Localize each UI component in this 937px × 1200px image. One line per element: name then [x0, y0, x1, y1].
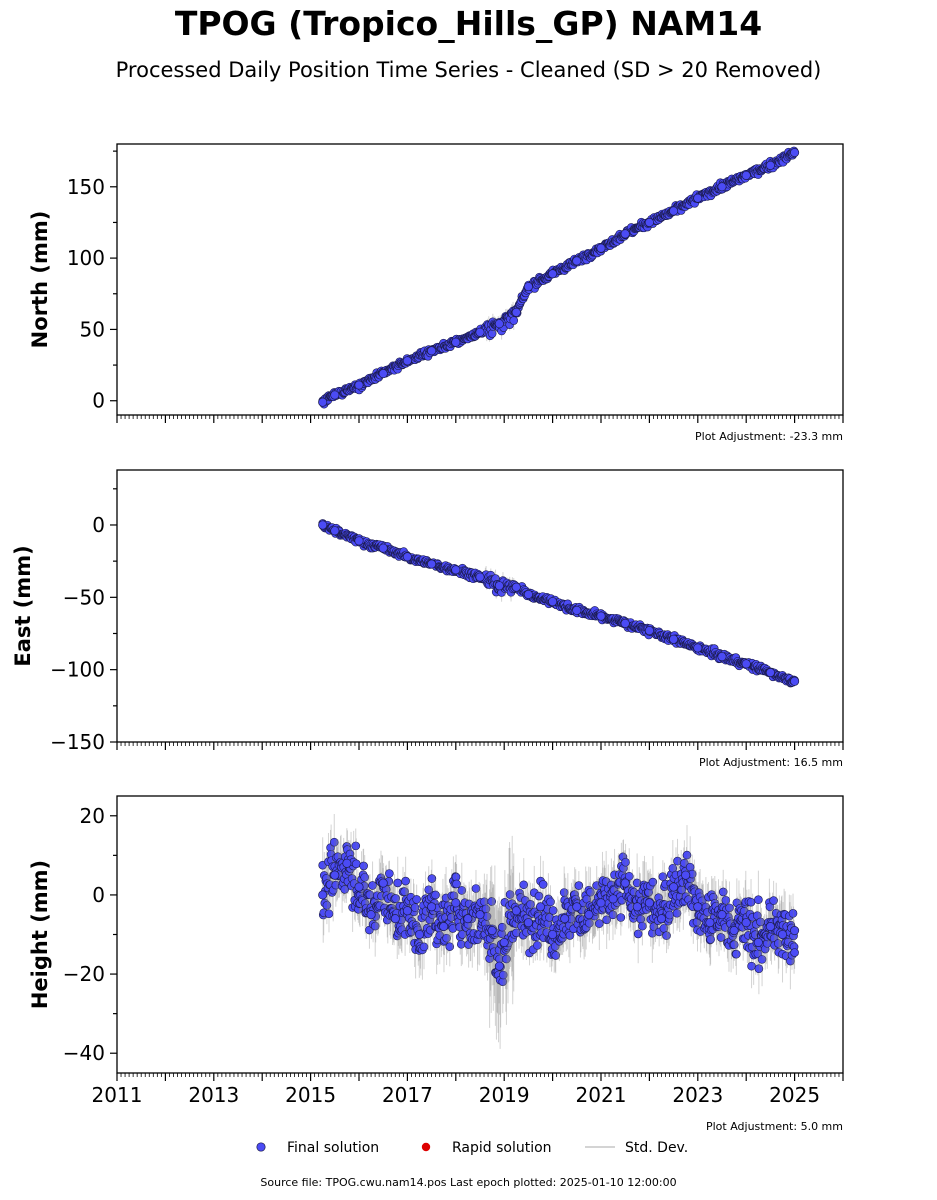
chart-subtitle: Processed Daily Position Time Series - C…: [115, 58, 822, 82]
north-y-tick-label: 150: [67, 175, 105, 199]
north-panel: 0 50 100 150 North (mm) Plot Adjustment: -23.…: [28, 143, 844, 443]
height-data-point: [324, 909, 334, 919]
height-data-point: [706, 935, 715, 944]
north-data-point: [644, 217, 654, 227]
north-data-point: [318, 397, 328, 407]
east-data-point: [765, 668, 775, 678]
east-y-tick-label: −150: [50, 730, 105, 754]
east-y-tick-label: −100: [50, 658, 105, 682]
east-data-point: [475, 572, 485, 582]
north-data-point: [790, 148, 800, 158]
east-data-point: [548, 597, 558, 607]
north-data-point: [494, 319, 504, 329]
east-data-point: [318, 520, 328, 530]
east-data-point: [427, 559, 437, 569]
height-data-point: [393, 878, 403, 888]
east-data-point: [523, 589, 533, 599]
east-data-point: [511, 582, 521, 592]
east-data-point: [790, 676, 800, 686]
north-data-point: [330, 390, 340, 400]
east-data-point: [330, 526, 340, 536]
height-data-point: [746, 897, 756, 907]
east-data-point: [620, 618, 630, 628]
east-data-point: [596, 611, 606, 621]
east-y-axis-label: East (mm): [11, 545, 35, 666]
north-data-point: [427, 346, 437, 356]
east-data-point: [378, 543, 388, 553]
north-data-point: [354, 380, 364, 390]
height-data-point: [401, 876, 410, 886]
east-axes-frame: [116, 469, 844, 743]
north-y-tick-label: 100: [67, 246, 105, 270]
chart-title: TPOG (Tropico_Hills_GP) NAM14: [174, 4, 763, 43]
north-data-point: [475, 327, 485, 337]
east-data-point: [741, 659, 751, 669]
north-data-cloud: [318, 146, 799, 409]
height-data-point: [526, 900, 535, 909]
height-data-point: [732, 949, 741, 959]
height-data-point: [351, 859, 361, 869]
height-data-point: [427, 874, 437, 883]
east-data-point: [354, 536, 364, 546]
east-plot-adjustment: Plot Adjustment: 16.5 mm: [699, 756, 843, 769]
north-y-axis-label: North (mm): [28, 211, 52, 349]
east-data-point: [693, 643, 703, 653]
north-plot-adjustment: Plot Adjustment: -23.3 mm: [695, 430, 843, 443]
east-data-point: [644, 626, 654, 636]
north-data-point: [523, 282, 533, 292]
north-y-tick-label: 50: [80, 317, 105, 341]
north-data-point: [548, 269, 558, 279]
height-data-point: [431, 890, 440, 900]
north-y-tick-label: 0: [92, 389, 105, 413]
north-data-point: [402, 356, 412, 366]
north-data-point: [741, 170, 751, 180]
north-data-point: [765, 160, 775, 170]
north-data-point: [669, 206, 679, 216]
height-data-point: [412, 895, 421, 904]
east-y-tick-label: −50: [63, 585, 105, 609]
east-data-cloud: [318, 519, 799, 688]
east-data-point: [717, 652, 727, 662]
north-data-point: [572, 256, 582, 266]
east-data-point: [572, 605, 582, 615]
north-data-point: [378, 369, 388, 379]
height-data-point: [385, 869, 394, 878]
north-data-point: [693, 193, 703, 203]
east-data-point: [494, 581, 504, 591]
height-data-point: [359, 861, 368, 871]
height-data-point: [351, 841, 361, 851]
east-data-point: [402, 552, 412, 562]
north-data-point: [717, 182, 727, 192]
height-data-cloud: [318, 814, 799, 1049]
height-data-point: [368, 881, 377, 890]
east-data-point: [451, 565, 461, 575]
height-data-point: [747, 961, 756, 971]
north-data-point: [451, 337, 461, 347]
north-data-point: [596, 243, 606, 253]
height-data-point: [754, 895, 763, 905]
east-panel: −150 −100 −50 0 East (mm) Plot Adjustment: 16…: [11, 469, 844, 769]
north-data-point: [509, 316, 519, 325]
east-y-tick-label: 0: [92, 513, 105, 537]
height-data-point: [616, 913, 626, 922]
north-data-point: [511, 307, 521, 317]
north-data-point: [620, 229, 630, 239]
east-data-point: [669, 634, 679, 644]
height-data-point: [621, 857, 630, 867]
height-data-point: [538, 880, 548, 889]
